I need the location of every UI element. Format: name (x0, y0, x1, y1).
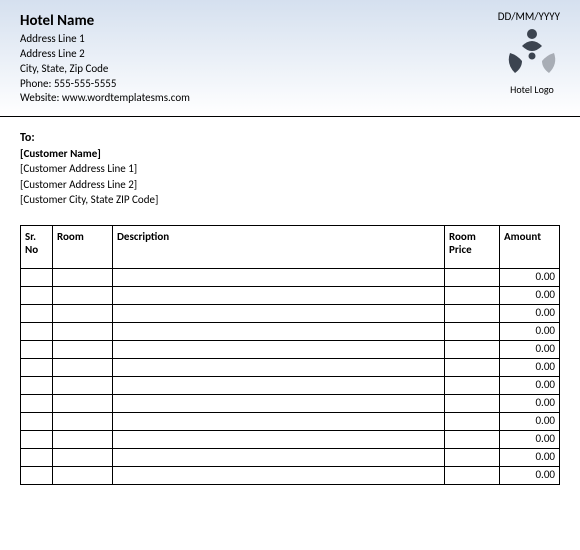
table-row: 0.00 (21, 305, 560, 323)
cell-room (53, 287, 113, 305)
table-row: 0.00 (21, 287, 560, 305)
table-row: 0.00 (21, 359, 560, 377)
table-container: Sr. No Room Description Room Price Amoun… (0, 217, 580, 485)
cell-price (445, 413, 500, 431)
cell-description (113, 377, 445, 395)
hotel-phone: Phone: 555-555-5555 (20, 77, 560, 92)
cell-room (53, 341, 113, 359)
cell-sr (21, 287, 53, 305)
table-row: 0.00 (21, 413, 560, 431)
cell-amount: 0.00 (500, 413, 560, 431)
table-header-row: Sr. No Room Description Room Price Amoun… (21, 226, 560, 269)
table-row: 0.00 (21, 341, 560, 359)
cell-amount: 0.00 (500, 395, 560, 413)
table-row: 0.00 (21, 449, 560, 467)
cell-room (53, 467, 113, 485)
cell-room (53, 395, 113, 413)
cell-amount: 0.00 (500, 287, 560, 305)
col-header-amount: Amount (500, 226, 560, 269)
cell-sr (21, 449, 53, 467)
table-row: 0.00 (21, 467, 560, 485)
cell-price (445, 341, 500, 359)
customer-address2: [Customer Address Line 2] (20, 177, 560, 192)
col-header-room: Room (53, 226, 113, 269)
cell-price (445, 431, 500, 449)
hotel-city-state-zip: City, State, Zip Code (20, 62, 560, 77)
cell-room (53, 305, 113, 323)
cell-amount: 0.00 (500, 431, 560, 449)
cell-price (445, 467, 500, 485)
cell-sr (21, 359, 53, 377)
date-placeholder: DD/MM/YYYY (498, 10, 560, 23)
cell-amount: 0.00 (500, 269, 560, 287)
cell-description (113, 269, 445, 287)
cell-description (113, 287, 445, 305)
logo-label: Hotel Logo (504, 83, 560, 96)
cell-room (53, 413, 113, 431)
cell-sr (21, 323, 53, 341)
cell-description (113, 449, 445, 467)
customer-block: To: [Customer Name] [Customer Address Li… (0, 117, 580, 217)
cell-price (445, 305, 500, 323)
cell-description (113, 431, 445, 449)
cell-sr (21, 431, 53, 449)
cell-room (53, 269, 113, 287)
table-row: 0.00 (21, 395, 560, 413)
cell-price (445, 287, 500, 305)
cell-room (53, 449, 113, 467)
cell-amount: 0.00 (500, 467, 560, 485)
logo-container: Hotel Logo (504, 28, 560, 96)
customer-address1: [Customer Address Line 1] (20, 161, 560, 176)
cell-room (53, 323, 113, 341)
col-header-description: Description (113, 226, 445, 269)
customer-city: [Customer City, State ZIP Code] (20, 192, 560, 207)
table-row: 0.00 (21, 431, 560, 449)
cell-price (445, 395, 500, 413)
cell-description (113, 395, 445, 413)
hotel-name: Hotel Name (20, 12, 560, 30)
cell-amount: 0.00 (500, 341, 560, 359)
cell-amount: 0.00 (500, 377, 560, 395)
cell-sr (21, 341, 53, 359)
hotel-address2: Address Line 2 (20, 47, 560, 62)
cell-price (445, 449, 500, 467)
cell-description (113, 359, 445, 377)
table-row: 0.00 (21, 269, 560, 287)
invoice-table: Sr. No Room Description Room Price Amoun… (20, 225, 560, 485)
cell-price (445, 269, 500, 287)
hotel-website: Website: www.wordtemplatesms.com (20, 91, 560, 106)
hotel-address1: Address Line 1 (20, 32, 560, 47)
cell-price (445, 323, 500, 341)
cell-room (53, 431, 113, 449)
cell-amount: 0.00 (500, 305, 560, 323)
cell-amount: 0.00 (500, 449, 560, 467)
cell-room (53, 377, 113, 395)
table-row: 0.00 (21, 323, 560, 341)
cell-description (113, 305, 445, 323)
col-header-sr: Sr. No (21, 226, 53, 269)
table-row: 0.00 (21, 377, 560, 395)
customer-name: [Customer Name] (20, 147, 560, 160)
cell-room (53, 359, 113, 377)
table-body: 0.000.000.000.000.000.000.000.000.000.00… (21, 269, 560, 485)
cell-sr (21, 467, 53, 485)
cell-amount: 0.00 (500, 359, 560, 377)
hotel-logo-icon (504, 28, 560, 78)
cell-description (113, 413, 445, 431)
cell-sr (21, 395, 53, 413)
cell-sr (21, 413, 53, 431)
col-header-price: Room Price (445, 226, 500, 269)
cell-description (113, 341, 445, 359)
cell-amount: 0.00 (500, 323, 560, 341)
cell-sr (21, 305, 53, 323)
header: Hotel Name Address Line 1 Address Line 2… (0, 0, 580, 117)
cell-sr (21, 377, 53, 395)
cell-sr (21, 269, 53, 287)
cell-price (445, 359, 500, 377)
to-label: To: (20, 131, 560, 145)
cell-description (113, 467, 445, 485)
cell-description (113, 323, 445, 341)
cell-price (445, 377, 500, 395)
